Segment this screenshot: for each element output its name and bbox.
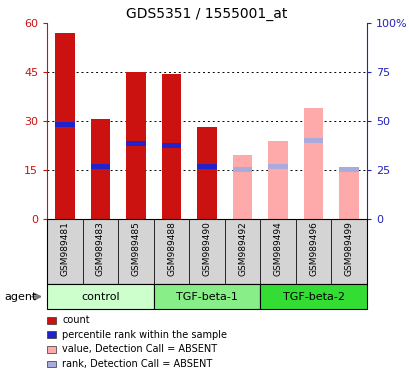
Bar — [90, 164, 110, 169]
Bar — [161, 74, 181, 219]
Bar — [303, 138, 323, 143]
Title: GDS5351 / 1555001_at: GDS5351 / 1555001_at — [126, 7, 287, 21]
Bar — [126, 72, 146, 219]
Bar — [267, 164, 287, 169]
Text: TGF-beta-2: TGF-beta-2 — [282, 291, 344, 302]
Bar — [267, 141, 287, 219]
Text: GSM989490: GSM989490 — [202, 221, 211, 276]
Text: GSM989492: GSM989492 — [238, 221, 247, 276]
Text: GSM989496: GSM989496 — [308, 221, 317, 276]
Bar — [339, 168, 358, 219]
Text: GSM989483: GSM989483 — [96, 221, 105, 276]
Text: control: control — [81, 291, 119, 302]
Bar — [197, 127, 216, 219]
Text: agent: agent — [4, 291, 36, 302]
Bar — [90, 119, 110, 219]
Text: rank, Detection Call = ABSENT: rank, Detection Call = ABSENT — [62, 359, 212, 369]
Text: GSM989494: GSM989494 — [273, 221, 282, 276]
Text: count: count — [62, 315, 90, 325]
Text: TGF-beta-1: TGF-beta-1 — [176, 291, 237, 302]
Bar — [126, 141, 146, 146]
Text: GSM989488: GSM989488 — [166, 221, 175, 276]
Text: GSM989481: GSM989481 — [60, 221, 69, 276]
Text: GSM989485: GSM989485 — [131, 221, 140, 276]
Text: GSM989499: GSM989499 — [344, 221, 353, 276]
Bar — [55, 33, 74, 219]
Text: percentile rank within the sample: percentile rank within the sample — [62, 330, 227, 340]
Bar — [303, 108, 323, 219]
Bar — [55, 122, 74, 127]
Bar — [197, 164, 216, 169]
Bar — [232, 155, 252, 219]
Text: value, Detection Call = ABSENT: value, Detection Call = ABSENT — [62, 344, 217, 354]
Bar — [232, 167, 252, 172]
Bar — [339, 167, 358, 172]
Bar — [161, 143, 181, 148]
